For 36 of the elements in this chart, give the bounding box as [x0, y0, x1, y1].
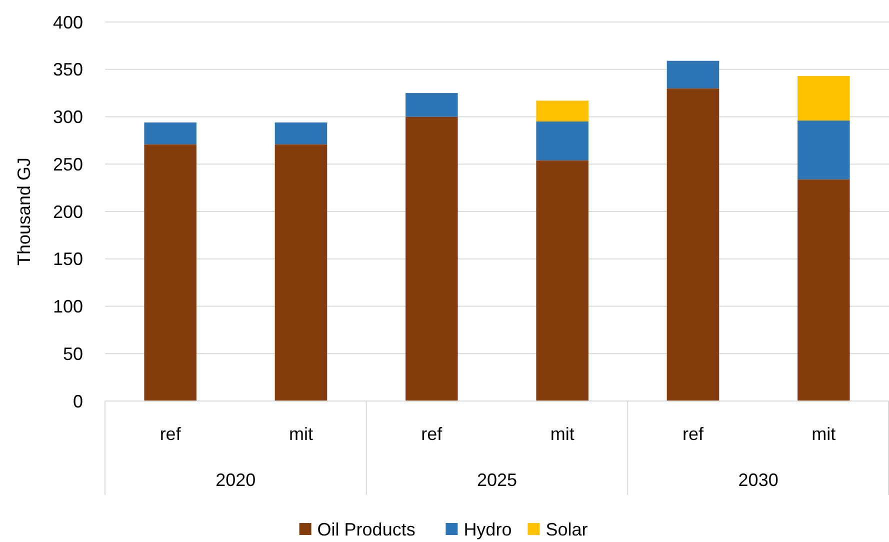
bar	[798, 120, 850, 180]
bar	[536, 160, 588, 401]
y-tick-label: 50	[62, 344, 83, 364]
y-tick-label: 0	[72, 391, 83, 412]
x-tick-label: mit	[812, 424, 836, 444]
legend-label: Hydro	[464, 519, 512, 540]
y-tick-label: 400	[52, 12, 83, 32]
y-axis-title: Thousand GJ	[14, 157, 34, 266]
x-tick-label: mit	[550, 424, 574, 444]
bar	[144, 144, 196, 401]
y-tick-label: 300	[52, 107, 83, 128]
bar	[666, 88, 720, 401]
bar	[274, 122, 328, 144]
text: 2020	[216, 470, 256, 490]
x-tick-label: mit	[289, 424, 313, 444]
y-tick-label: 350	[52, 60, 83, 80]
bar	[274, 144, 328, 401]
bar	[406, 93, 458, 117]
bar	[144, 122, 196, 144]
bar	[798, 179, 850, 401]
text: 2030	[738, 470, 778, 490]
x-tick-label: ref	[160, 424, 182, 444]
legend-label: Oil Products	[317, 519, 416, 540]
x-tick-label: ref	[682, 424, 704, 444]
bar	[536, 100, 588, 122]
y-tick-label: 100	[52, 296, 83, 317]
y-tick-label: 200	[52, 202, 83, 222]
bar	[536, 121, 588, 160]
y-tick-label: 150	[52, 249, 83, 270]
legend-label: Solar	[546, 519, 588, 540]
bar	[406, 116, 458, 401]
x-tick-label: ref	[421, 424, 444, 444]
y-tick-label: 250	[52, 154, 83, 174]
bar	[666, 60, 720, 88]
bar	[798, 76, 850, 121]
text: 2025	[476, 470, 518, 490]
